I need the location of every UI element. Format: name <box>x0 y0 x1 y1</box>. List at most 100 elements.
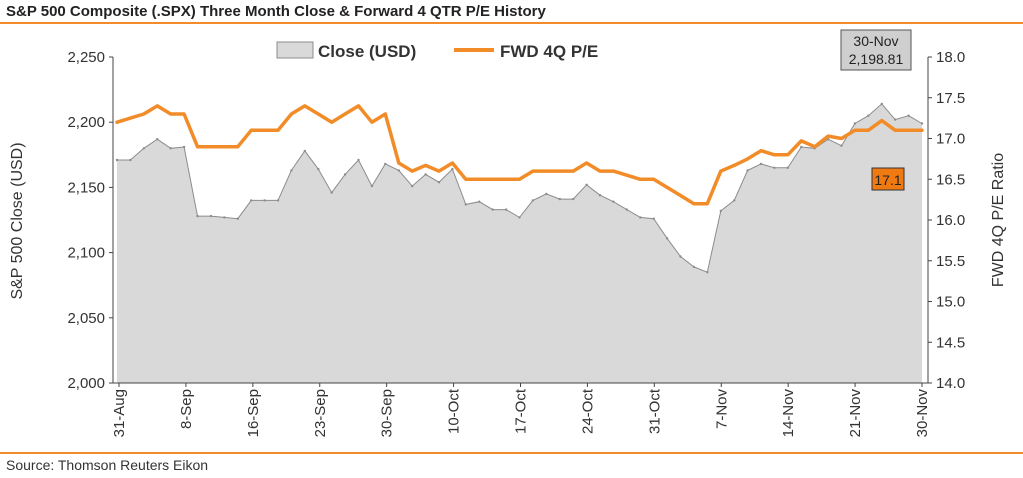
pe-point <box>853 128 857 132</box>
pe-point <box>531 169 535 173</box>
close-point <box>478 200 481 203</box>
close-point <box>746 169 749 172</box>
pe-point <box>383 112 387 116</box>
close-point <box>692 265 696 269</box>
pe-point <box>424 163 428 167</box>
close-point <box>706 271 709 274</box>
close-point <box>840 144 843 147</box>
x-tick-label: 7-Nov <box>713 389 730 430</box>
y-axis-title-right: FWD 4Q P/E Ratio <box>990 153 1007 287</box>
right-tick-label: 15.0 <box>936 294 965 311</box>
pe-point <box>249 128 253 132</box>
pe-point <box>209 145 213 149</box>
close-point <box>679 255 682 258</box>
pe-point <box>370 120 374 124</box>
pe-point <box>464 177 468 181</box>
close-point <box>652 217 655 220</box>
pe-point <box>450 161 454 165</box>
last-close-box <box>840 29 912 71</box>
close-point <box>424 173 427 176</box>
pe-point <box>289 112 293 116</box>
pe-point <box>115 120 119 124</box>
close-point <box>464 203 467 206</box>
pe-point <box>330 120 334 124</box>
pe-point <box>866 128 870 132</box>
pe-point <box>759 149 763 153</box>
x-tick-label: 10-Oct <box>446 388 463 434</box>
close-point <box>786 166 789 169</box>
pe-point <box>585 161 589 165</box>
close-point <box>585 183 588 186</box>
close-point <box>182 145 186 149</box>
pe-point <box>840 137 843 140</box>
top-divider <box>0 22 1023 24</box>
pe-point <box>571 169 575 173</box>
close-point <box>759 162 763 166</box>
close-point <box>639 216 642 219</box>
pe-point <box>705 202 709 206</box>
close-point <box>920 122 924 125</box>
close-point <box>853 122 857 125</box>
x-tick-label: 23-Sep <box>312 389 329 437</box>
pe-point <box>410 169 414 173</box>
close-point <box>263 199 266 202</box>
pe-point <box>182 112 186 116</box>
close-point <box>276 199 280 202</box>
pe-point <box>920 128 924 132</box>
x-tick-label: 21-Nov <box>847 389 864 438</box>
x-tick-label: 16-Sep <box>245 389 262 437</box>
y-axis-title-left: S&P 500 Close (USD) <box>9 142 26 299</box>
x-tick-label: 14-Nov <box>780 389 797 438</box>
close-point <box>437 181 441 184</box>
pe-point <box>652 177 656 181</box>
x-tick-label: 31-Oct <box>646 388 663 434</box>
labels-layer: 2,000 2,050 2,100 2,150 2,200 2,250 14.0 14.5 15… <box>9 29 1007 438</box>
left-tick-label: 2,050 <box>67 310 105 327</box>
close-point <box>625 208 628 211</box>
close-point <box>907 114 910 117</box>
x-tick-label: 8-Sep <box>178 389 195 429</box>
close-area <box>117 103 922 384</box>
pe-point <box>719 169 723 173</box>
pe-point <box>491 177 495 181</box>
right-tick-label: 14.0 <box>936 375 965 392</box>
pe-point <box>907 128 911 132</box>
left-tick-label: 2,250 <box>67 49 105 66</box>
close-point <box>800 145 803 149</box>
right-tick-label: 17.0 <box>936 131 965 148</box>
pe-point <box>665 185 669 189</box>
pe-point <box>732 163 736 167</box>
x-tick-label: 17-Oct <box>513 388 530 434</box>
close-point <box>330 191 333 194</box>
close-point <box>867 114 870 117</box>
close-point <box>880 102 883 106</box>
last-close-date: 30-Nov <box>853 33 898 49</box>
close-point <box>115 158 119 162</box>
close-point <box>612 200 615 203</box>
pe-point <box>504 177 508 181</box>
close-point <box>733 199 736 202</box>
close-point <box>411 184 414 188</box>
left-tick-label: 2,100 <box>67 245 105 262</box>
close-point <box>236 217 239 220</box>
close-point <box>223 216 226 219</box>
close-point <box>773 166 776 169</box>
legend-close-swatch <box>276 41 314 59</box>
x-tick-label: 30-Sep <box>379 389 396 437</box>
close-point <box>545 192 548 196</box>
right-tick-label: 16.0 <box>936 212 965 229</box>
close-point <box>343 173 347 176</box>
x-tick-label: 31-Aug <box>111 389 128 437</box>
left-tick-label: 2,000 <box>67 375 105 392</box>
last-pe-value: 17.1 <box>874 172 901 188</box>
pe-point <box>786 153 790 157</box>
close-point <box>384 162 387 166</box>
last-close-value: 2,198.81 <box>849 51 904 67</box>
pe-point <box>357 104 360 108</box>
pe-point <box>558 169 562 173</box>
pe-point <box>746 157 750 161</box>
pe-point <box>316 112 320 116</box>
close-point <box>303 149 306 153</box>
pe-point <box>893 128 897 132</box>
pe-point <box>880 119 884 123</box>
